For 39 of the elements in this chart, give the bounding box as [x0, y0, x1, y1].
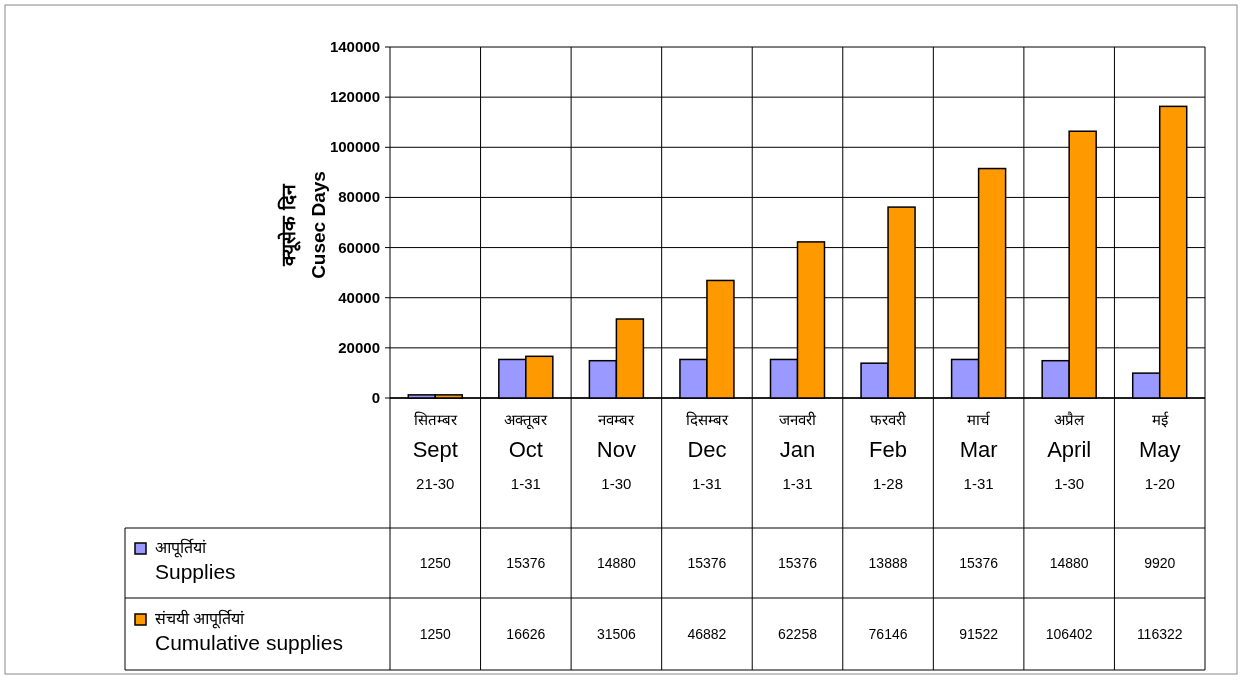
y-tick-label: 140000 [329, 38, 380, 55]
data-label: 15376 [506, 555, 546, 571]
y-tick-label: 0 [371, 389, 380, 406]
data-label: 62258 [778, 626, 818, 642]
x-tick-label: सितम्बर Sept 21-30 [412, 411, 458, 492]
y-tick-label: 80000 [338, 188, 380, 206]
y-axis-title: क्यूसेक दिन Cusec Days [277, 171, 329, 279]
data-label: 15376 [959, 555, 999, 571]
x-tick-label: नवम्बर Nov 1-30 [596, 411, 636, 492]
y-tick-label: 40000 [338, 288, 380, 306]
data-label: 16626 [506, 626, 546, 642]
legend-item: संचयी आपूर्तियां Cumulative supplies [134, 610, 343, 654]
data-label: 15376 [687, 555, 727, 571]
data-label: 9920 [1144, 555, 1176, 571]
data-label: 106402 [1045, 626, 1093, 642]
data-label: 14880 [596, 555, 637, 571]
x-tick-label: मई May 1-20 [1138, 411, 1181, 492]
data-label: 13888 [868, 555, 908, 571]
data-label: 1250 [419, 555, 452, 571]
data-label: 116322 [1136, 626, 1183, 642]
data-label: 31506 [596, 626, 637, 642]
data-label: 1250 [419, 626, 452, 642]
x-tick-label: जनवरी Jan 1-31 [779, 411, 817, 492]
x-tick-label: दिसम्बर Dec 1-31 [685, 411, 729, 492]
y-tick-label: 100000 [329, 138, 380, 156]
data-label: 91522 [959, 626, 999, 642]
x-tick-label: अप्रैल April 1-30 [1047, 411, 1092, 492]
y-tick-label: 60000 [338, 238, 380, 256]
data-label: 76146 [868, 626, 908, 642]
x-tick-label: मार्च Mar 1-31 [959, 411, 998, 492]
data-label: 15376 [778, 555, 818, 571]
y-tick-label: 20000 [338, 338, 380, 356]
x-tick-label: अक्तूबर Oct 1-31 [504, 411, 549, 492]
data-label: 14880 [1049, 555, 1089, 571]
x-tick-label: फरवरी Feb 1-28 [869, 411, 908, 492]
data-label: 46882 [687, 626, 727, 642]
legend-item: आपूर्तियां Supplies [134, 539, 236, 583]
legend-label: आपूर्तियां Supplies [155, 538, 236, 583]
y-tick-label: 120000 [329, 88, 380, 106]
